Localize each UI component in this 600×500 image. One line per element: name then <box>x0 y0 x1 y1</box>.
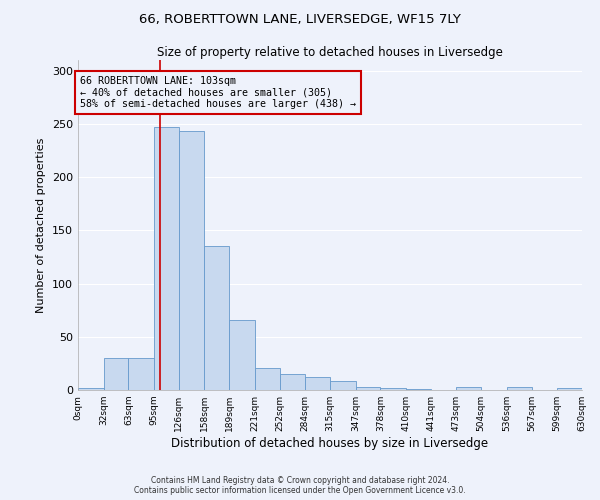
Text: 66 ROBERTTOWN LANE: 103sqm
← 40% of detached houses are smaller (305)
58% of sem: 66 ROBERTTOWN LANE: 103sqm ← 40% of deta… <box>80 76 356 109</box>
Bar <box>557 388 582 390</box>
Bar <box>380 388 406 390</box>
Bar <box>255 368 280 390</box>
Bar <box>78 388 104 390</box>
X-axis label: Distribution of detached houses by size in Liversedge: Distribution of detached houses by size … <box>172 437 488 450</box>
Bar <box>205 246 229 390</box>
Bar <box>154 127 179 390</box>
Bar <box>128 358 154 390</box>
Bar <box>457 387 481 390</box>
Bar <box>280 374 305 390</box>
Text: 66, ROBERTTOWN LANE, LIVERSEDGE, WF15 7LY: 66, ROBERTTOWN LANE, LIVERSEDGE, WF15 7L… <box>139 12 461 26</box>
Bar <box>406 389 431 390</box>
Text: Contains HM Land Registry data © Crown copyright and database right 2024.
Contai: Contains HM Land Registry data © Crown c… <box>134 476 466 495</box>
Bar <box>179 132 205 390</box>
Title: Size of property relative to detached houses in Liversedge: Size of property relative to detached ho… <box>157 46 503 59</box>
Bar <box>356 387 380 390</box>
Bar <box>104 358 128 390</box>
Bar <box>507 387 532 390</box>
Bar <box>305 377 330 390</box>
Bar <box>330 382 356 390</box>
Bar <box>229 320 255 390</box>
Y-axis label: Number of detached properties: Number of detached properties <box>37 138 46 312</box>
